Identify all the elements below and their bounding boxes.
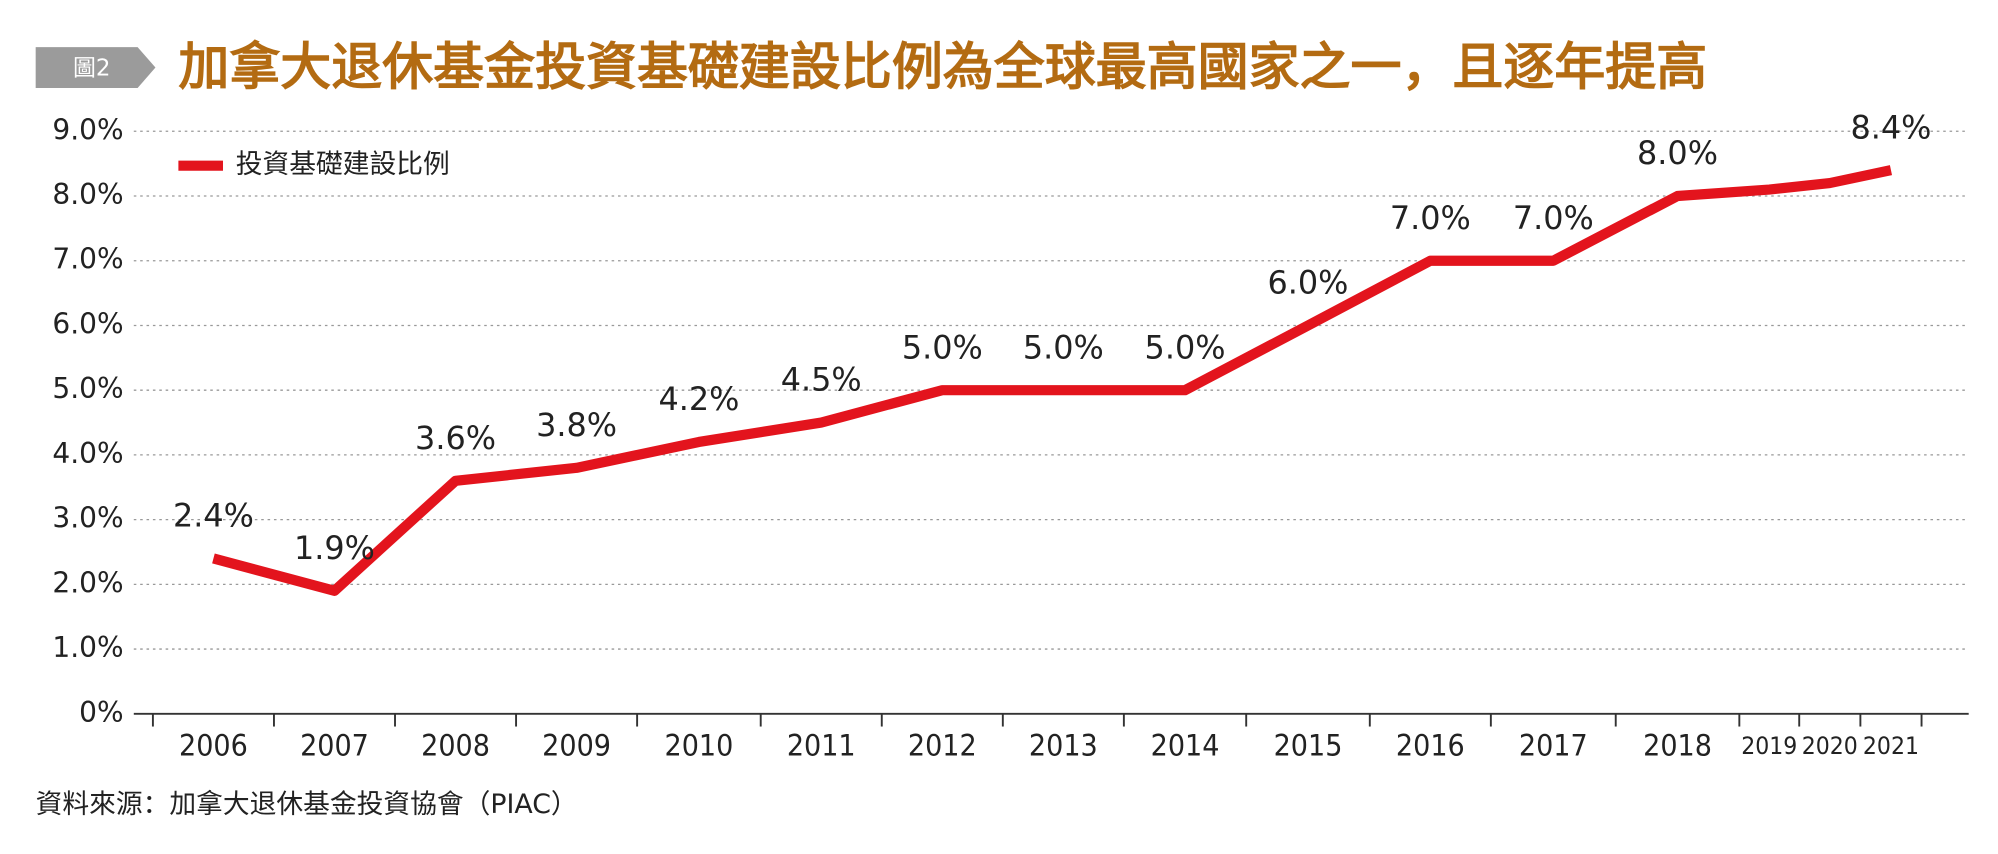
x-tick-label: 2010 [665,728,734,762]
y-tick-label: 8.0% [52,178,123,211]
chart-title: 加拿大退休基金投資基礎建設比例為全球最高國家之一，且逐年提高 [178,37,1707,97]
x-tick-label: 2007 [300,728,369,762]
data-label: 7.0% [1390,199,1471,237]
x-tick-label: 2020 [1802,732,1858,760]
y-tick-label: 2.0% [52,566,123,599]
x-tick-label: 2013 [1029,728,1098,762]
badge: 圖2 [73,55,111,81]
data-label: 6.0% [1268,264,1349,302]
data-label: 5.0% [1145,328,1226,366]
source: 資料來源：加拿大退休基金投資協會（PIAC） [36,789,578,820]
x-tick-label: 2014 [1151,728,1220,762]
badge-shape [35,47,156,88]
x-tick-label: 2017 [1519,728,1588,762]
data-label: 2.4% [173,497,254,535]
data-label: 8.4% [1850,108,1931,146]
y-tick-label: 6.0% [52,307,123,340]
y-tick-label: 5.0% [52,372,123,405]
x-tick-label: 2021 [1863,732,1919,760]
y-tick-label: 9.0% [52,113,123,146]
data-label: 1.9% [294,529,375,567]
y-tick-label: 4.0% [52,437,123,470]
data-label: 3.6% [415,419,496,457]
data-line [212,165,1893,596]
x-tick-label: 2012 [908,728,977,762]
x-tick-label: 2018 [1643,728,1712,762]
x-tick-label: 2016 [1396,728,1465,762]
y-tick-label: 7.0% [52,243,123,276]
x-tick-label: 2011 [787,728,856,762]
y-tick-label: 3.0% [52,502,123,535]
data-label: 5.0% [902,328,983,366]
x-tick-label: 2008 [421,728,490,762]
data-label: 4.2% [658,380,739,418]
x-tick-label: 2006 [179,728,248,762]
data-label: 8.0% [1637,134,1718,172]
data-label: 5.0% [1023,328,1104,366]
data-label: 3.8% [536,406,617,444]
data-label: 4.5% [781,361,862,399]
x-tick-label: 2019 [1741,732,1797,760]
y-tick-label: 0% [79,696,123,729]
y-tick-label: 1.0% [52,631,123,664]
data-label: 7.0% [1513,199,1594,237]
legend-label: 投資基礎建設比例 [236,149,450,180]
x-tick-label: 2009 [542,728,611,762]
x-tick-label: 2015 [1274,728,1343,762]
